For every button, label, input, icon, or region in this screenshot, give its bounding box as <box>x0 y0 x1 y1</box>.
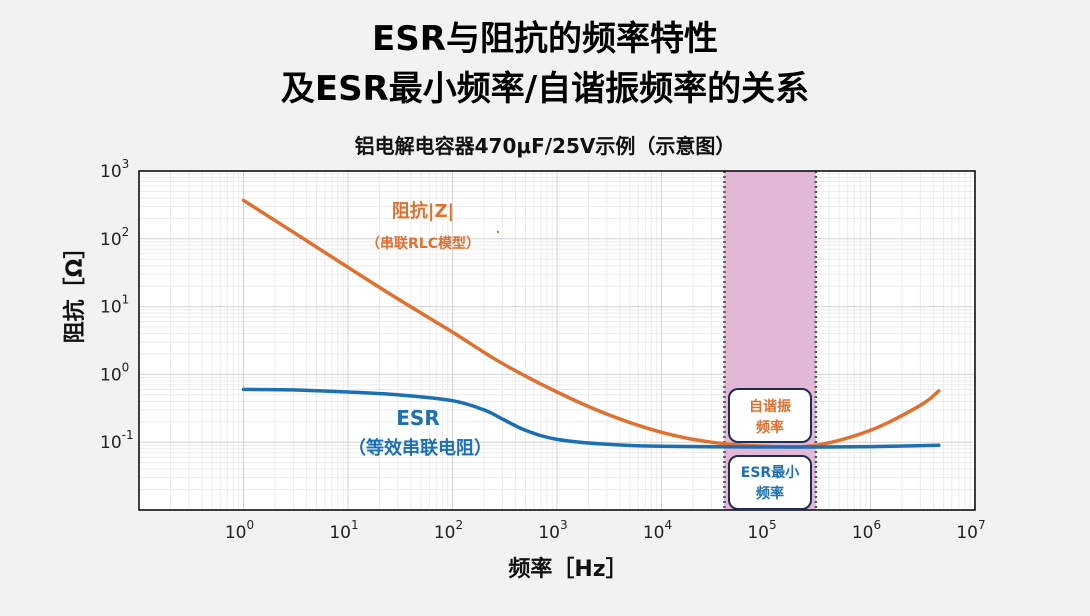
x-tick-exponent: 2 <box>456 518 464 532</box>
chart-title-line2: 及ESR最小频率/自谐振频率的关系 <box>280 69 810 109</box>
series-group <box>241 198 941 449</box>
x-tick-base: 10 <box>956 523 978 543</box>
esr-min-annotation: ESR最小 频率 <box>728 455 812 510</box>
x-tick-base: 10 <box>329 523 351 543</box>
esr-series-sublabel: （等效串联电阻） <box>348 437 492 459</box>
x-tick-exponent: 0 <box>247 518 255 532</box>
x-tick-labels: 100 101 102 103 104 105 106 107 <box>225 518 986 543</box>
x-tick-exponent: 5 <box>769 518 777 532</box>
x-axis-label: 频率［Hz］ <box>508 556 627 582</box>
x-tick-base: 10 <box>538 523 560 543</box>
impedance-label-dot <box>496 230 500 234</box>
y-tick-base: 10 <box>100 298 122 318</box>
x-tick-exponent: 3 <box>560 518 568 532</box>
y-tick-base: 10 <box>100 433 122 453</box>
x-tick-label: 105 <box>747 518 776 543</box>
x-tick-base: 10 <box>434 523 456 543</box>
y-tick-base: 10 <box>100 162 122 182</box>
chart-title-line1: ESR与阻抗的频率特性 <box>372 19 718 59</box>
y-tick-label: 101 <box>100 293 129 318</box>
y-tick-exponent: -1 <box>122 428 134 442</box>
x-tick-label: 103 <box>538 518 567 543</box>
x-tick-exponent: 7 <box>978 518 986 532</box>
x-tick-label: 100 <box>225 518 254 543</box>
y-tick-exponent: 1 <box>122 293 130 307</box>
x-tick-exponent: 1 <box>351 518 359 532</box>
x-tick-label: 104 <box>643 518 672 543</box>
impedance-series-label: 阻抗|Z| <box>392 200 454 222</box>
y-tick-exponent: 3 <box>122 157 130 171</box>
y-tick-base: 10 <box>100 230 122 250</box>
x-tick-label: 107 <box>956 518 985 543</box>
x-tick-exponent: 6 <box>874 518 882 532</box>
impedance-curve <box>241 198 941 449</box>
x-tick-label: 101 <box>329 518 358 543</box>
x-tick-base: 10 <box>747 523 769 543</box>
esr-curve <box>241 387 941 449</box>
esr-min-label-line1: ESR最小 <box>741 464 799 481</box>
chart-subtitle: 铝电解电容器470μF/25V示例（示意图） <box>354 134 736 158</box>
y-tick-label: 10-1 <box>100 428 134 453</box>
self-resonance-label-line1: 自谐振 <box>749 398 791 415</box>
x-tick-label: 106 <box>852 518 881 543</box>
x-tick-base: 10 <box>643 523 665 543</box>
x-tick-label: 102 <box>434 518 463 543</box>
esr-min-label-line2: 频率 <box>756 485 784 502</box>
y-tick-label: 100 <box>100 360 129 385</box>
x-tick-exponent: 4 <box>665 518 673 532</box>
y-tick-label: 103 <box>100 157 129 182</box>
y-tick-exponent: 2 <box>122 225 130 239</box>
y-axis-label: 阻抗［Ω］ <box>62 237 88 344</box>
self-resonance-annotation: 自谐振 频率 <box>728 388 812 443</box>
x-tick-base: 10 <box>852 523 874 543</box>
self-resonance-box <box>728 388 812 443</box>
esr-series-label: ESR <box>396 406 439 430</box>
y-tick-label: 102 <box>100 225 129 250</box>
y-tick-base: 10 <box>100 365 122 385</box>
self-resonance-label-line2: 频率 <box>756 419 784 436</box>
esr-min-box <box>728 455 812 510</box>
y-tick-exponent: 0 <box>122 360 130 374</box>
impedance-series-sublabel: （串联RLC模型） <box>366 235 480 252</box>
plot-frame <box>138 170 976 511</box>
highlight-band <box>724 171 816 510</box>
x-tick-base: 10 <box>225 523 247 543</box>
